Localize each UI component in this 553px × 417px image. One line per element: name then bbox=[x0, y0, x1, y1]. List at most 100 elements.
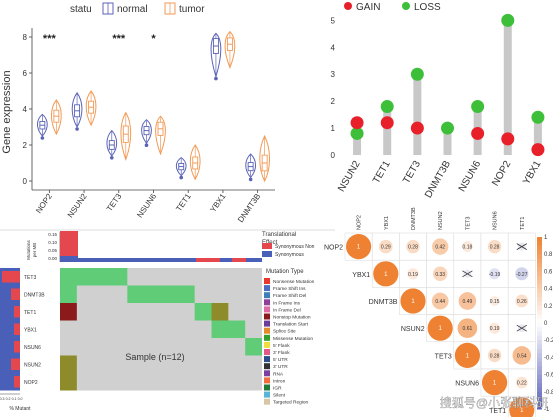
loss-point-NSUN2 bbox=[350, 126, 364, 140]
matrix-cell bbox=[211, 320, 246, 338]
significance-NSUN6: * bbox=[151, 33, 156, 45]
translational-effect-legend: TranslationalEffectSynonymous NonSynonym… bbox=[262, 232, 315, 258]
colorbar-segment bbox=[537, 288, 542, 294]
cnv-y-tick-label: 0 bbox=[331, 151, 336, 160]
colorbar-segment bbox=[537, 258, 542, 264]
heatmap-value: 0.19 bbox=[408, 272, 418, 278]
heatmap-circle bbox=[431, 292, 449, 310]
heatmap-cells: 1 0.29 0.28 0.42 0.18 0.28 1 0.19 0.33 -0.19 -0.27… bbox=[344, 232, 536, 417]
gene-label-YBX1: YBX1 bbox=[24, 327, 37, 333]
heatmap-col-label-NOP2: NOP2 bbox=[357, 215, 363, 230]
heatmap-circle bbox=[427, 315, 453, 341]
violin-shapes bbox=[36, 30, 271, 183]
violin-legend-title: statu bbox=[70, 4, 92, 15]
colorbar-segment bbox=[537, 357, 542, 363]
heatmap-circle bbox=[512, 346, 532, 365]
cnv-x-label-NSUN2: NSUN2 bbox=[336, 159, 363, 194]
colorbar-segment bbox=[537, 335, 542, 341]
cnv-x-labels: NSUN2 TET1 TET3 DNMT3B NSUN6 NOP2 YBX1 bbox=[336, 159, 544, 200]
cnv-bar-TET3 bbox=[413, 74, 422, 155]
heatmap-circle bbox=[432, 238, 449, 255]
mutation-swatch-13 bbox=[264, 370, 270, 377]
significance-TET3: *** bbox=[112, 33, 126, 45]
cnv-x-label-YBX1: YBX1 bbox=[521, 159, 544, 187]
mutation-label-5: Nonstop Mutation bbox=[273, 315, 311, 321]
heatmap-value: -0.27 bbox=[516, 272, 528, 278]
colorbar-segment bbox=[537, 344, 542, 350]
heatmap-value: 1 bbox=[520, 408, 524, 414]
side-bar-TET3 bbox=[2, 271, 20, 283]
tmb-bar-nonsyn-3 bbox=[232, 258, 246, 262]
heatmap-circle bbox=[515, 267, 529, 281]
translational-label: Synonymous bbox=[275, 252, 304, 258]
colorbar-segment bbox=[537, 391, 542, 397]
colorbar-segment bbox=[537, 353, 542, 358]
cnv-y-tick-label: 5 bbox=[331, 16, 336, 25]
percent-mutant-label: % Mutant bbox=[9, 406, 31, 412]
colorbar-segment bbox=[537, 327, 542, 333]
gain-point-TET1 bbox=[380, 116, 394, 130]
side-bar-YBX1 bbox=[14, 323, 20, 335]
legend-label-LOSS: LOSS bbox=[414, 2, 441, 13]
matrix-cell bbox=[60, 268, 128, 286]
side-bar-NOP2 bbox=[14, 376, 20, 388]
matrix-cell bbox=[60, 303, 77, 321]
legend-label-normal: normal bbox=[117, 4, 148, 15]
heatmap-value: 0.15 bbox=[490, 299, 500, 305]
violin-normal-YBX1-outline bbox=[210, 32, 222, 79]
mutation-swatch-6 bbox=[264, 320, 270, 327]
colorbar-segment bbox=[537, 374, 542, 380]
heatmap-circle bbox=[407, 268, 419, 280]
heatmap-value: 0.22 bbox=[517, 381, 527, 387]
loss-point-NSUN6 bbox=[471, 100, 485, 114]
heatmap-circle bbox=[489, 322, 501, 334]
colorbar-segment bbox=[537, 237, 542, 242]
side-bar-DNMT3B bbox=[11, 288, 20, 300]
colorbar-segment bbox=[537, 340, 542, 345]
mutation-swatch-1 bbox=[264, 285, 270, 292]
colorbar-tick-label: -0.6 bbox=[544, 373, 553, 379]
colorbar-segment bbox=[537, 387, 542, 393]
mutation-swatch-15 bbox=[264, 384, 270, 391]
colorbar-segment bbox=[537, 262, 542, 268]
mutation-swatch-5 bbox=[264, 313, 270, 320]
matrix-cell bbox=[60, 285, 77, 303]
violin-y-ticks: 0 2 4 6 8 bbox=[23, 33, 32, 186]
colorbar-segment bbox=[537, 366, 542, 371]
heatmap-row-label-TET3: TET3 bbox=[435, 353, 452, 360]
side-tick-label: 0.2 bbox=[6, 397, 11, 401]
colorbar-segment bbox=[537, 400, 542, 406]
colorbar-tick-label: 0.6 bbox=[544, 269, 553, 275]
violin-normal-TET3-outline bbox=[106, 129, 118, 157]
significance-NOP2: *** bbox=[43, 33, 57, 45]
gain-point-YBX1 bbox=[531, 143, 545, 157]
heatmap-row-label-TET1: TET1 bbox=[489, 408, 506, 415]
colorbar-tick-label: 0.4 bbox=[544, 287, 553, 293]
tmb-tick-label: 0.10 bbox=[48, 240, 57, 245]
tmb-bar-nonsyn-2 bbox=[196, 258, 220, 262]
heatmap-value: 1 bbox=[357, 245, 361, 251]
cnv-x-label-NOP2: NOP2 bbox=[490, 159, 513, 188]
heatmap-value: -0.19 bbox=[489, 272, 501, 278]
colorbar-segment bbox=[537, 323, 542, 328]
gene-label-NSUN2: NSUN2 bbox=[24, 362, 41, 368]
heatmap-value: 0.28 bbox=[490, 245, 500, 251]
heatmap-circle bbox=[515, 376, 528, 389]
cnv-x-label-DNMT3B: DNMT3B bbox=[423, 159, 453, 200]
violin-tumor-NSUN2-outline bbox=[85, 90, 97, 127]
cnv-y-tick-label: 2 bbox=[331, 97, 336, 106]
translational-swatch bbox=[262, 243, 272, 249]
violin-tumor-YBX1-outline bbox=[224, 30, 236, 69]
mutation-label-13: RNA bbox=[273, 371, 284, 377]
side-tick-label: 0.3 bbox=[0, 397, 4, 401]
heatmap-circle bbox=[462, 241, 473, 252]
outlier-normal-NOP2 bbox=[40, 136, 45, 140]
cnv-bar-NOP2 bbox=[503, 20, 512, 156]
tmb-axis-label-line: per MB bbox=[32, 243, 37, 258]
outlier-normal-YBX1 bbox=[214, 76, 218, 81]
tmb-bar-panel: 0.15 0.10 0.05 0.00 Mutations per MB bbox=[26, 231, 262, 262]
heatmap-value: 0.42 bbox=[435, 245, 445, 251]
x-tick-label-TET1: TET1 bbox=[174, 192, 193, 214]
heatmap-value: 0.19 bbox=[490, 326, 500, 332]
cnv-y-tick-label: 1 bbox=[331, 124, 336, 133]
